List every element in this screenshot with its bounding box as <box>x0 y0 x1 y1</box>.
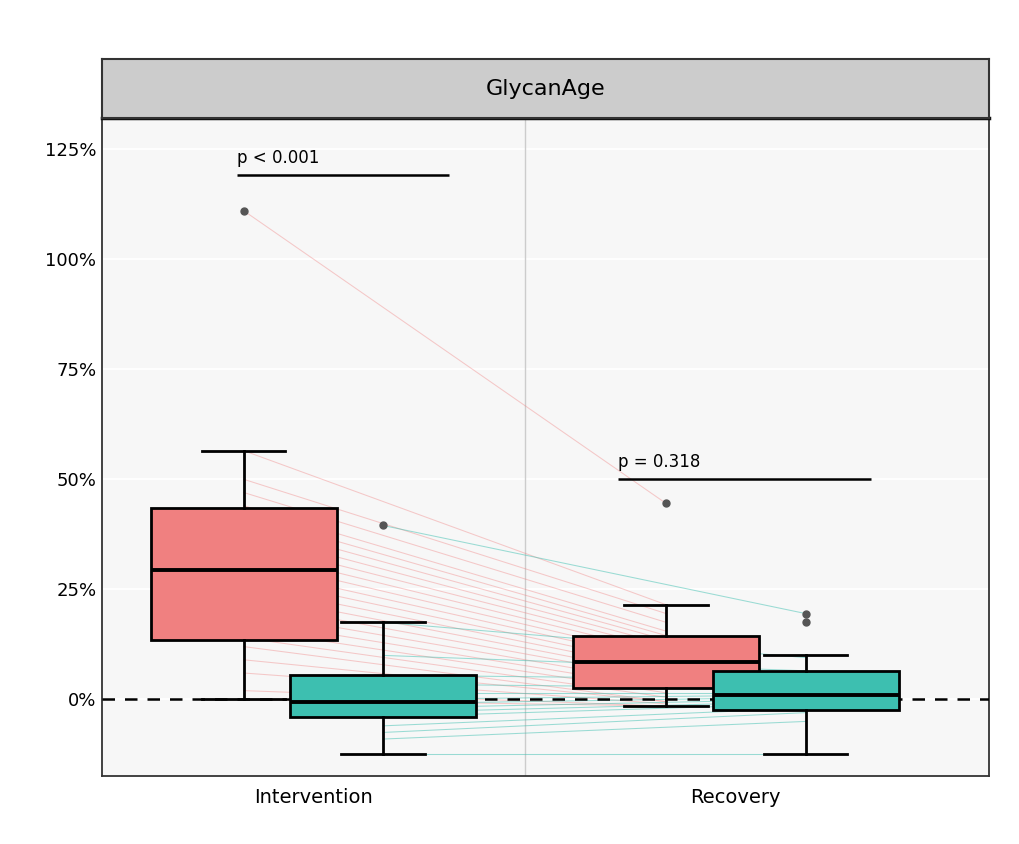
Bar <box>712 671 898 711</box>
Bar <box>289 675 476 717</box>
Bar <box>573 636 758 689</box>
Text: GlycanAge: GlycanAge <box>485 78 605 99</box>
Text: p < 0.001: p < 0.001 <box>237 149 319 167</box>
Text: p = 0.318: p = 0.318 <box>616 453 699 471</box>
Bar <box>151 508 336 640</box>
